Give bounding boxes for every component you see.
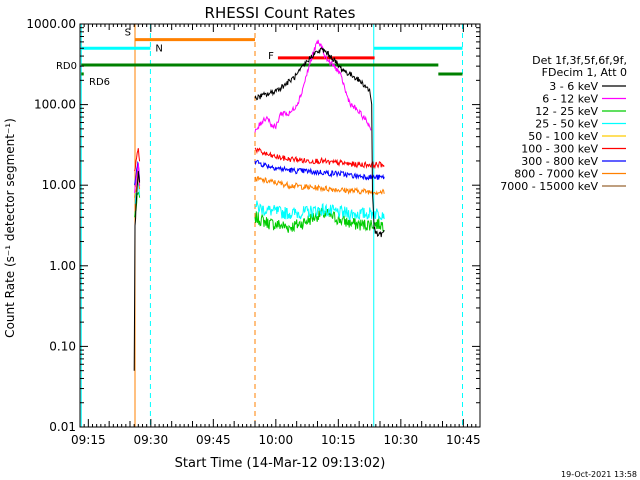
x-tick-label-0: 09:15 — [71, 433, 106, 447]
y-tick-label-4: 100.00 — [34, 98, 76, 112]
legend-entry-label-0: 3 - 6 keV — [549, 80, 598, 93]
plot-layer: S N F RD0 RD6 — [56, 24, 463, 427]
legend-entry-label-5: 100 - 300 keV — [521, 143, 598, 156]
flag-label-rd0: RD0 — [56, 61, 77, 72]
x-tick-label-1: 09:30 — [134, 433, 169, 447]
y-tick-label-3: 10.00 — [42, 178, 76, 192]
legend-entry-label-4: 50 - 100 keV — [528, 130, 598, 143]
series-line-2-1 — [254, 207, 385, 233]
x-tick-label-3: 10:00 — [259, 433, 294, 447]
legend: Det 1f,3f,5f,6f,9f,FDecim 1, Att 03 - 6 … — [500, 54, 627, 193]
legend-entry-label-6: 300 - 800 keV — [521, 155, 598, 168]
flag-label-n: N — [155, 43, 162, 54]
legend-entry-label-3: 25 - 50 keV — [535, 118, 598, 131]
x-tick-label-2: 09:45 — [196, 433, 231, 447]
legend-entry-label-7: 800 - 7000 keV — [514, 168, 598, 181]
x-axis-label: Start Time (14-Mar-12 09:13:02) — [175, 456, 386, 471]
series-line-1-1 — [254, 39, 372, 133]
series-line-5-1 — [254, 147, 385, 170]
flag-label-s: S — [125, 28, 131, 39]
y-tick-label-5: 1000.00 — [26, 17, 76, 31]
footer-timestamp: 19-Oct-2021 13:58 — [561, 470, 637, 479]
series-line-6-1 — [254, 159, 385, 181]
chart-title: RHESSI Count Rates — [205, 4, 356, 22]
y-tick-label-1: 0.10 — [49, 339, 76, 353]
legend-entry-label-1: 6 - 12 keV — [542, 93, 598, 106]
y-tick-label-2: 1.00 — [49, 259, 76, 273]
x-tick-label-6: 10:45 — [446, 433, 481, 447]
legend-header-line-0: Det 1f,3f,5f,6f,9f, — [532, 54, 627, 67]
series-line-7-1 — [254, 176, 385, 196]
series-line-5-0 — [134, 148, 141, 172]
series-line-0-0 — [133, 170, 141, 371]
y-axis-label: Count Rate (s⁻¹ detector segment⁻¹) — [3, 118, 17, 338]
y-tick-label-0: 0.01 — [49, 420, 76, 434]
x-tick-label-4: 10:15 — [321, 433, 356, 447]
legend-header-line-1: FDecim 1, Att 0 — [542, 66, 627, 79]
series-line-0-1 — [254, 47, 385, 238]
axis-layer: 0.01 0.10 1.00 10.00 100.00 1000.00 09:15 09:30… — [26, 17, 480, 447]
x-tick-label-5: 10:30 — [384, 433, 419, 447]
legend-entry-label-2: 12 - 25 keV — [535, 105, 598, 118]
flag-label-f: F — [268, 51, 274, 62]
series-line-1-0 — [134, 163, 141, 194]
series-line-3-1 — [254, 200, 385, 221]
flag-label-rd6: RD6 — [89, 77, 110, 88]
legend-entry-label-8: 7000 - 15000 keV — [500, 180, 598, 193]
